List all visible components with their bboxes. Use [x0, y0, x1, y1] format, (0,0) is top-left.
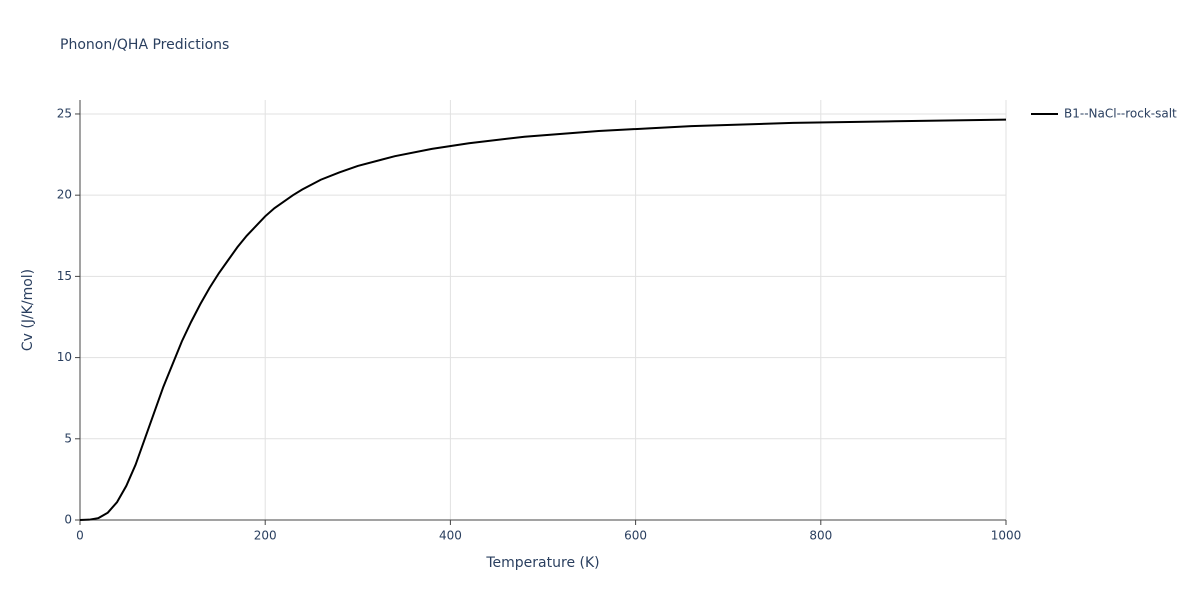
x-tick-label: 800	[809, 529, 832, 543]
y-tick-label: 0	[64, 513, 72, 527]
y-axis-label: Cv (J/K/mol)	[20, 269, 36, 351]
legend-label: B1--NaCl--rock-salt	[1064, 107, 1177, 121]
x-tick-label: 200	[254, 529, 277, 543]
y-tick-label: 5	[64, 431, 72, 445]
y-tick-label: 20	[57, 188, 72, 202]
y-tick-label: 25	[57, 106, 72, 120]
y-tick-label: 10	[57, 350, 72, 364]
y-tick-label: 15	[57, 269, 72, 283]
x-axis-label: Temperature (K)	[485, 555, 599, 571]
chart-title: Phonon/QHA Predictions	[60, 37, 229, 53]
x-tick-label: 0	[76, 529, 84, 543]
x-tick-label: 400	[439, 529, 462, 543]
x-tick-label: 1000	[991, 529, 1022, 543]
x-tick-label: 600	[624, 529, 647, 543]
series-line	[79, 118, 1007, 521]
